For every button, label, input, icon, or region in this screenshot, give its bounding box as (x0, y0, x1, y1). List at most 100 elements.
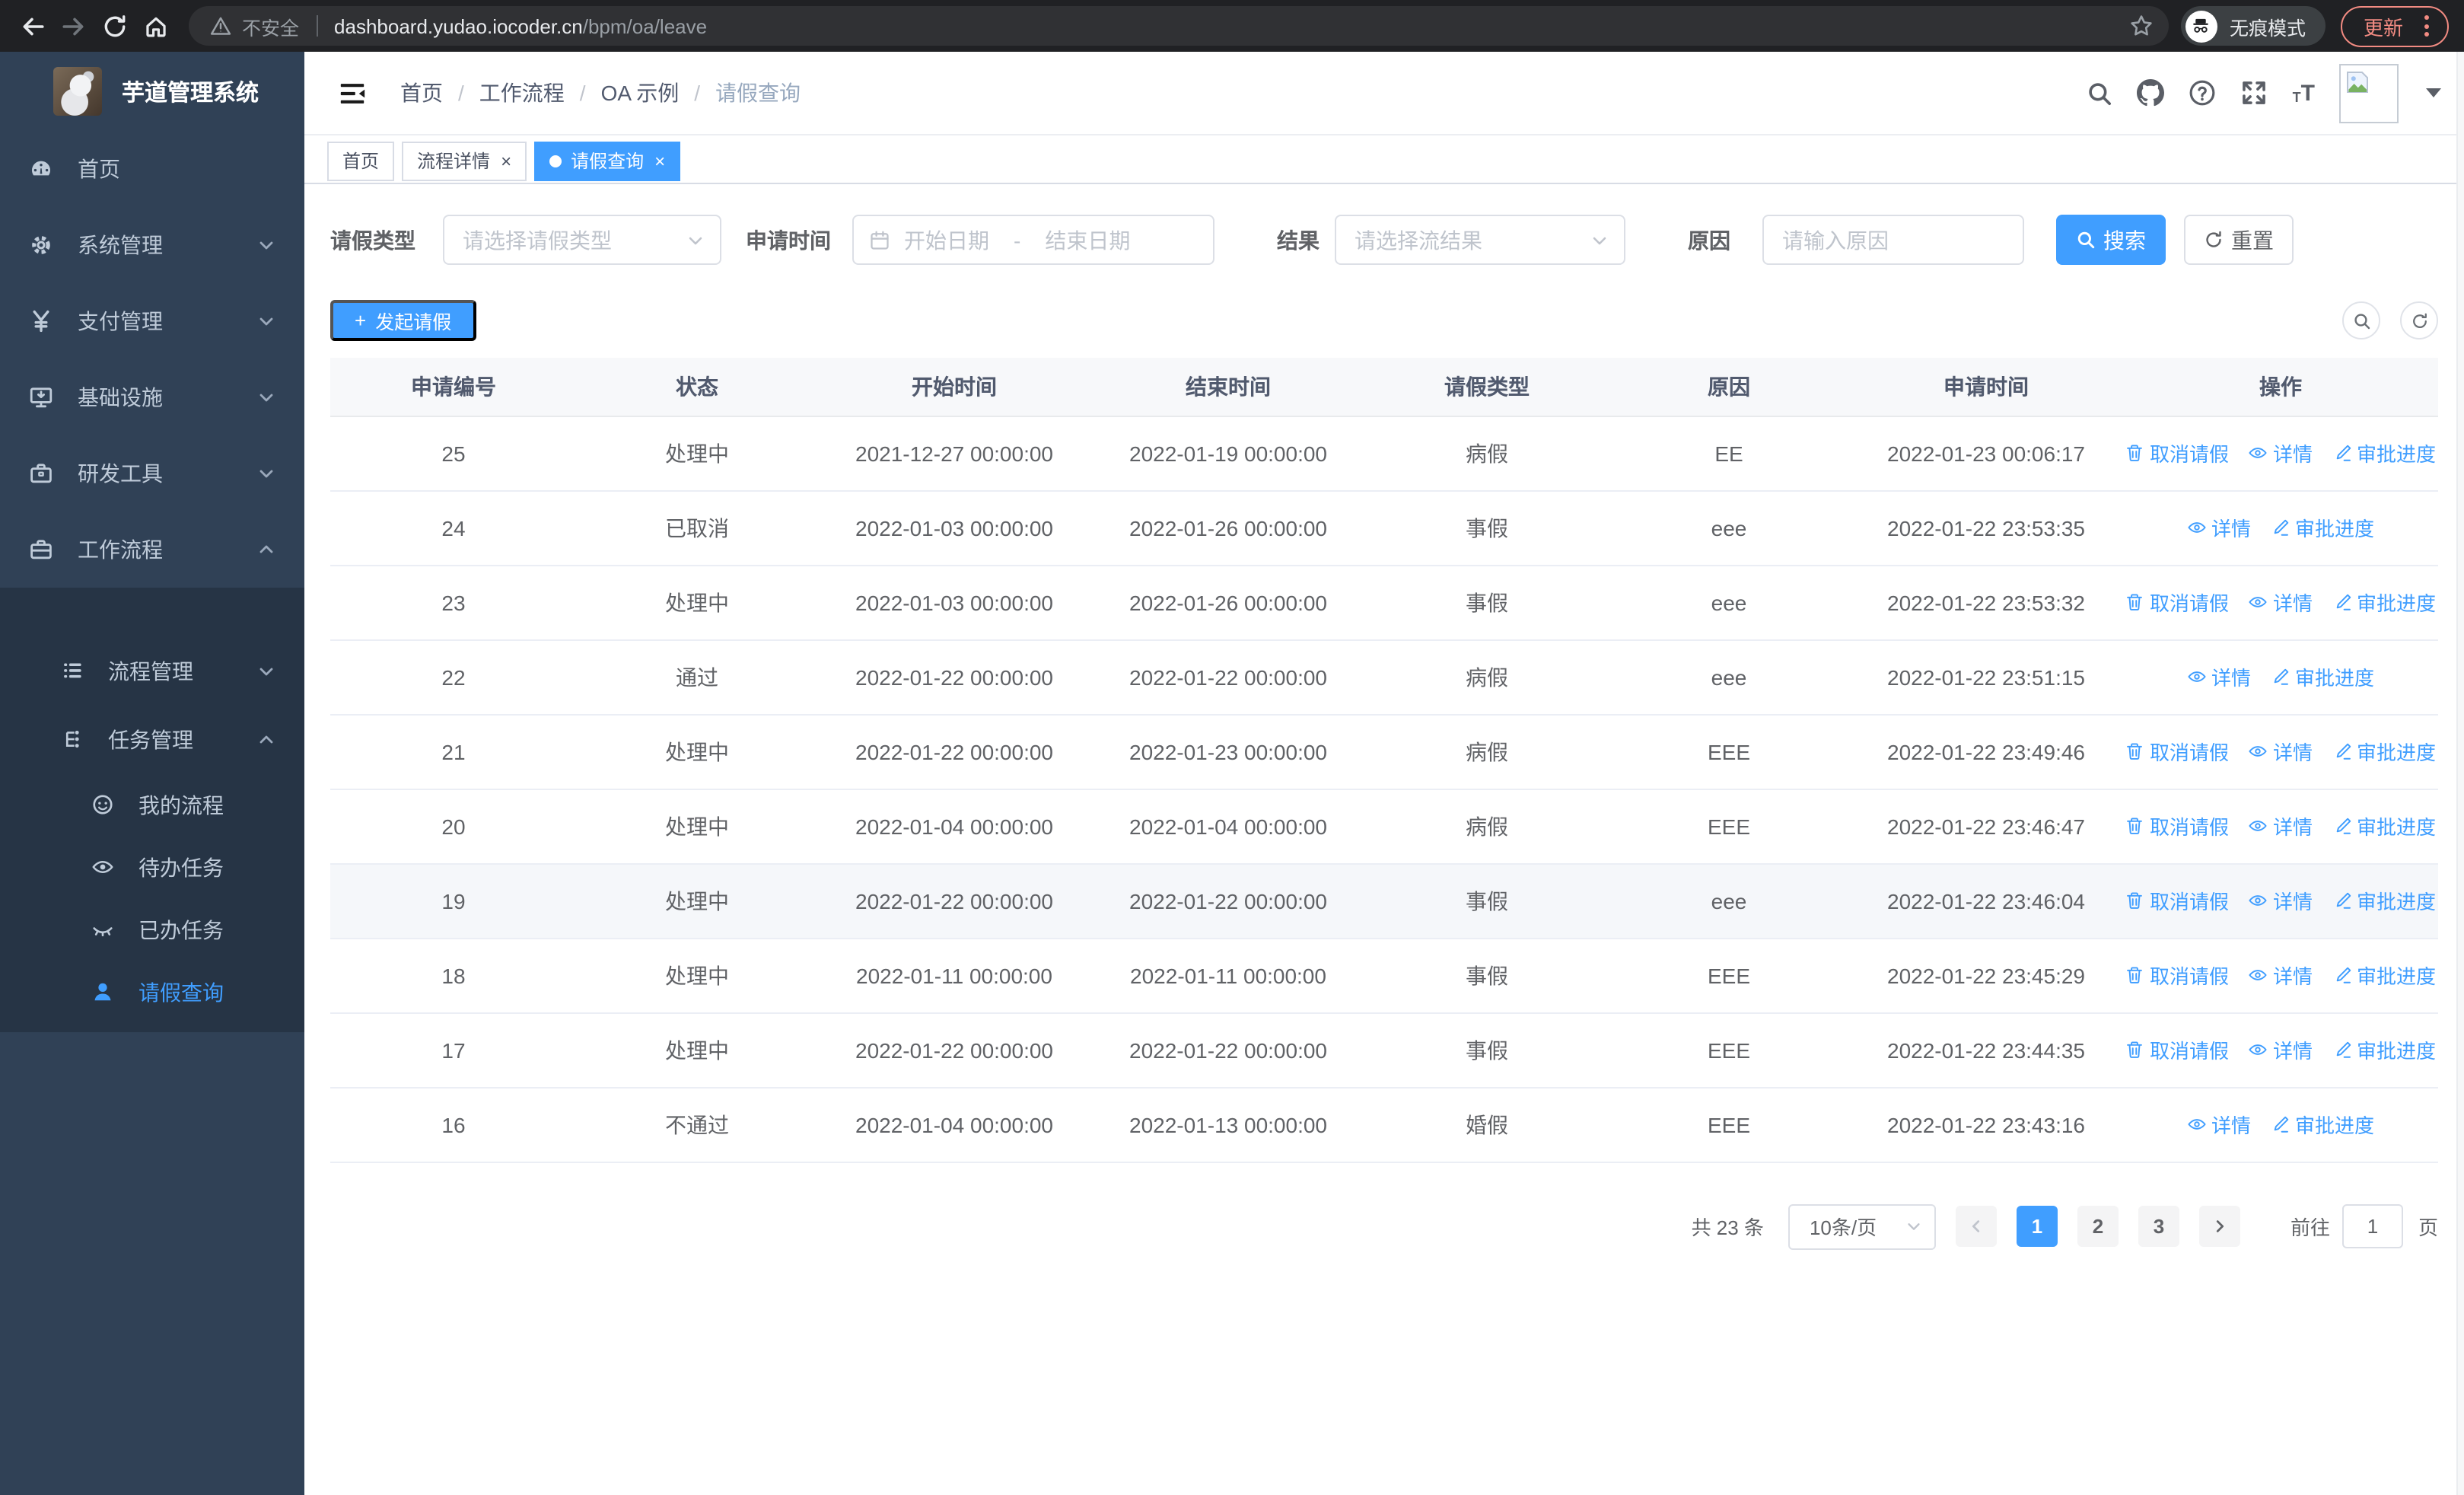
browser-reload-button[interactable] (94, 5, 135, 46)
page-size-select[interactable]: 10条/页 (1788, 1203, 1936, 1249)
row-end-time: 2022-01-04 00:00:00 (1091, 789, 1365, 864)
sidebar-item-label: 系统管理 (78, 233, 163, 257)
row-end-time: 2022-01-22 00:00:00 (1091, 1012, 1365, 1088)
tab-home[interactable]: 首页 (327, 141, 395, 180)
cancel-leave-link[interactable]: 取消请假 (2125, 811, 2229, 840)
create-leave-button[interactable]: + 发起请假 (330, 300, 476, 341)
sidebar-item-workflow[interactable]: 工作流程 (0, 512, 304, 588)
url-text[interactable]: dashboard.yudao.iocoder.cn/bpm/oa/leave (334, 14, 708, 37)
search-icon[interactable] (2087, 80, 2113, 106)
page-scrollbar[interactable] (2456, 52, 2464, 1495)
cancel-leave-link[interactable]: 取消请假 (2125, 961, 2229, 990)
browser-home-button[interactable] (135, 5, 177, 46)
leave-type-select[interactable]: 请选择请假类型 (443, 215, 721, 265)
yen-icon (29, 309, 53, 333)
approval-progress-link[interactable]: 审批进度 (2271, 662, 2374, 691)
refresh-table-icon[interactable] (2400, 301, 2438, 339)
approval-progress-link[interactable]: 审批进度 (2332, 811, 2436, 840)
approval-progress-link[interactable]: 审批进度 (2332, 588, 2436, 617)
result-select[interactable]: 请选择流结果 (1335, 215, 1625, 265)
tab-process-detail[interactable]: 流程详情 × (402, 141, 527, 180)
next-page-button[interactable] (2198, 1206, 2240, 1247)
tab-leave-query[interactable]: 请假查询 × (534, 141, 681, 180)
approval-progress-link[interactable]: 审批进度 (2332, 737, 2436, 766)
row-apply-time: 2022-01-22 23:45:29 (1849, 938, 2123, 1013)
apply-time-range-picker[interactable]: 开始日期 - 结束日期 (852, 215, 1214, 265)
page-button-2[interactable]: 2 (2077, 1206, 2119, 1247)
browser-back-button[interactable] (12, 5, 53, 46)
approval-progress-link[interactable]: 审批进度 (2271, 1110, 2374, 1139)
cancel-leave-link[interactable]: 取消请假 (2125, 438, 2229, 467)
row-start-time: 2021-12-27 00:00:00 (817, 416, 1091, 491)
avatar-caret-icon[interactable] (2426, 88, 2441, 97)
sidebar-item-process-mgmt[interactable]: 流程管理 (0, 636, 304, 705)
sidebar-collapse-icon[interactable] (338, 78, 367, 107)
github-icon[interactable] (2137, 79, 2165, 107)
close-icon[interactable]: × (501, 150, 512, 171)
detail-link[interactable]: 详情 (2187, 513, 2251, 542)
sidebar-item-done-tasks[interactable]: 已办任务 (0, 898, 304, 961)
sidebar-item-leave-query[interactable]: 请假查询 (0, 961, 304, 1023)
main-area: 首页 / 工作流程 / OA 示例 / 请假查询 (304, 52, 2464, 1495)
row-status: 处理中 (577, 1012, 817, 1088)
edit-icon (2271, 518, 2291, 537)
toggle-search-icon[interactable] (2342, 301, 2380, 339)
detail-link[interactable]: 详情 (2187, 1110, 2251, 1139)
browser-menu-icon[interactable] (2420, 15, 2434, 37)
cancel-leave-link[interactable]: 取消请假 (2125, 737, 2229, 766)
search-button[interactable]: 搜索 (2056, 215, 2166, 265)
user-avatar[interactable] (2339, 63, 2399, 123)
sidebar-item-payment[interactable]: 支付管理 (0, 283, 304, 359)
cancel-leave-link[interactable]: 取消请假 (2125, 886, 2229, 915)
sidebar-item-home[interactable]: 首页 (0, 131, 304, 207)
breadcrumb-item-home[interactable]: 首页 (400, 81, 443, 105)
table-row: 16 不通过 2022-01-04 00:00:00 2022-01-13 00:00… (330, 1087, 2438, 1162)
chevron-down-icon (257, 661, 275, 680)
sidebar-item-infra[interactable]: 基础设施 (0, 359, 304, 435)
row-leave-type: 事假 (1365, 565, 1609, 640)
detail-link[interactable]: 详情 (2249, 737, 2313, 766)
detail-link[interactable]: 详情 (2249, 1035, 2313, 1064)
sidebar-item-task-mgmt[interactable]: 任务管理 (0, 705, 304, 773)
fullscreen-icon[interactable] (2241, 79, 2268, 107)
close-icon[interactable]: × (654, 150, 666, 171)
prev-page-button[interactable] (1955, 1206, 1997, 1247)
detail-link[interactable]: 详情 (2249, 588, 2313, 617)
approval-progress-link[interactable]: 审批进度 (2332, 961, 2436, 990)
detail-link[interactable]: 详情 (2249, 886, 2313, 915)
app-logo-row[interactable]: 芋道管理系统 (0, 52, 304, 131)
browser-update-button[interactable]: 更新 (2340, 5, 2449, 46)
detail-link[interactable]: 详情 (2249, 438, 2313, 467)
address-bar[interactable]: 不安全 dashboard.yudao.iocoder.cn/bpm/oa/le… (189, 6, 2169, 46)
approval-progress-link[interactable]: 审批进度 (2271, 513, 2374, 542)
sidebar-item-devtools[interactable]: 研发工具 (0, 435, 304, 512)
approval-progress-link[interactable]: 审批进度 (2332, 438, 2436, 467)
sidebar-item-my-process[interactable]: 我的流程 (0, 773, 304, 836)
breadcrumb: 首页 / 工作流程 / OA 示例 / 请假查询 (400, 78, 801, 108)
sidebar-item-system[interactable]: 系统管理 (0, 207, 304, 283)
cancel-leave-link[interactable]: 取消请假 (2125, 588, 2229, 617)
help-icon[interactable] (2189, 79, 2217, 107)
bookmark-star-icon[interactable] (2129, 14, 2154, 38)
header-actions: 操作 (2123, 358, 2438, 416)
browser-forward-button[interactable] (53, 5, 94, 46)
row-actions: 取消请假 详情 审批进度 (2123, 416, 2438, 491)
cancel-leave-link[interactable]: 取消请假 (2125, 1035, 2229, 1064)
approval-progress-link[interactable]: 审批进度 (2332, 886, 2436, 915)
approval-progress-link[interactable]: 审批进度 (2332, 1035, 2436, 1064)
security-warning-icon[interactable] (210, 15, 231, 37)
reason-input[interactable] (1762, 215, 2024, 265)
sidebar-submenu: 流程管理 任务管理 我的流程 待办任务 已办任务 请假查询 (0, 588, 304, 1032)
page-button-1[interactable]: 1 (2016, 1206, 2058, 1247)
reset-button[interactable]: 重置 (2184, 215, 2294, 265)
goto-page-input[interactable] (2341, 1204, 2403, 1248)
detail-link[interactable]: 详情 (2249, 811, 2313, 840)
breadcrumb-item-workflow[interactable]: 工作流程 (479, 81, 565, 105)
detail-link[interactable]: 详情 (2187, 662, 2251, 691)
page-button-3[interactable]: 3 (2138, 1206, 2179, 1247)
sidebar-item-todo-tasks[interactable]: 待办任务 (0, 836, 304, 898)
breadcrumb-item-oa[interactable]: OA 示例 (600, 81, 680, 105)
table-row: 19 处理中 2022-01-22 00:00:00 2022-01-22 00:00… (330, 863, 2438, 939)
detail-link[interactable]: 详情 (2249, 961, 2313, 990)
